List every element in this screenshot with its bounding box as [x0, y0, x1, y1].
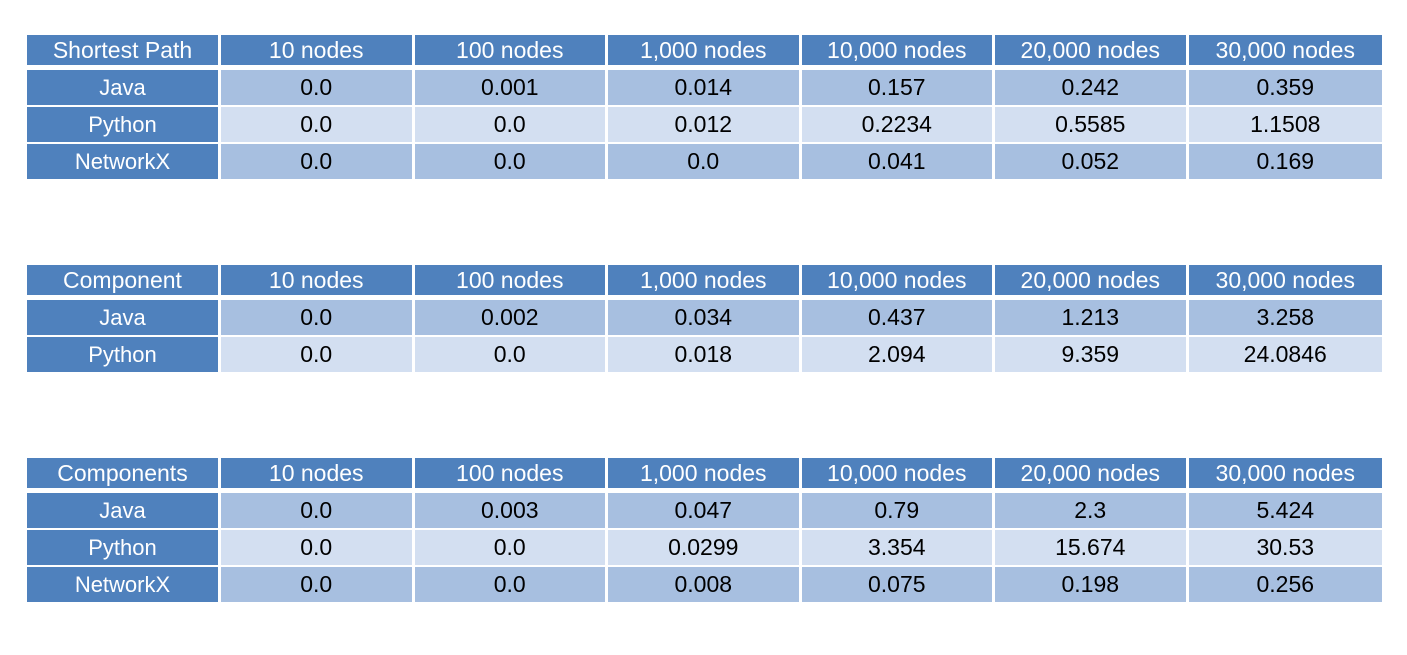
table-cell: 0.0 [221, 337, 415, 372]
table-row: Java 0.0 0.001 0.014 0.157 0.242 0.359 [27, 70, 1382, 107]
column-header: 30,000 nodes [1188, 458, 1382, 493]
table-cell: 0.018 [608, 337, 802, 372]
column-header: 30,000 nodes [1188, 265, 1382, 300]
table-cell: 1.213 [995, 300, 1189, 337]
table-cell: 0.0 [221, 70, 415, 107]
table-title: Components [27, 458, 221, 493]
component-table: Component 10 nodes 100 nodes 1,000 nodes… [27, 265, 1382, 372]
table-title: Shortest Path [27, 35, 221, 70]
table-cell: 0.2234 [801, 107, 995, 144]
table-row: Python 0.0 0.0 0.018 2.094 9.359 24.0846 [27, 337, 1382, 372]
table-cell: 0.437 [801, 300, 995, 337]
table-cell: 0.008 [608, 567, 802, 602]
table-cell: 0.5585 [995, 107, 1189, 144]
table-title: Component [27, 265, 221, 300]
table-header-row: Components 10 nodes 100 nodes 1,000 node… [27, 458, 1382, 493]
row-label: NetworkX [27, 567, 221, 602]
table-cell: 0.012 [608, 107, 802, 144]
table-cell: 0.0 [221, 567, 415, 602]
table-row: Python 0.0 0.0 0.012 0.2234 0.5585 1.150… [27, 107, 1382, 144]
column-header: 10 nodes [221, 265, 415, 300]
table-row: NetworkX 0.0 0.0 0.008 0.075 0.198 0.256 [27, 567, 1382, 602]
table-cell: 24.0846 [1188, 337, 1382, 372]
table-cell: 0.256 [1188, 567, 1382, 602]
row-label: Java [27, 300, 221, 337]
column-header: 10 nodes [221, 458, 415, 493]
table-cell: 2.094 [801, 337, 995, 372]
table-cell: 0.041 [801, 144, 995, 179]
table-cell: 0.0 [414, 530, 608, 567]
table-cell: 0.157 [801, 70, 995, 107]
table-cell: 0.0 [221, 300, 415, 337]
table-cell: 0.047 [608, 493, 802, 530]
table-cell: 1.1508 [1188, 107, 1382, 144]
table-cell: 9.359 [995, 337, 1189, 372]
column-header: 100 nodes [414, 35, 608, 70]
table-row: Python 0.0 0.0 0.0299 3.354 15.674 30.53 [27, 530, 1382, 567]
column-header: 10,000 nodes [801, 265, 995, 300]
table-cell: 5.424 [1188, 493, 1382, 530]
row-label: Java [27, 493, 221, 530]
column-header: 1,000 nodes [608, 265, 802, 300]
table-cell: 15.674 [995, 530, 1189, 567]
column-header: 30,000 nodes [1188, 35, 1382, 70]
table-cell: 3.258 [1188, 300, 1382, 337]
table-cell: 0.0299 [608, 530, 802, 567]
column-header: 100 nodes [414, 265, 608, 300]
table-cell: 0.0 [414, 567, 608, 602]
table-cell: 0.003 [414, 493, 608, 530]
table-cell: 0.79 [801, 493, 995, 530]
table-cell: 0.0 [221, 144, 415, 179]
column-header: 20,000 nodes [995, 265, 1189, 300]
table-header-row: Shortest Path 10 nodes 100 nodes 1,000 n… [27, 35, 1382, 70]
table-cell: 3.354 [801, 530, 995, 567]
table-cell: 0.002 [414, 300, 608, 337]
column-header: 10,000 nodes [801, 35, 995, 70]
table-cell: 0.034 [608, 300, 802, 337]
components-table: Components 10 nodes 100 nodes 1,000 node… [27, 458, 1382, 602]
row-label: Python [27, 530, 221, 567]
table-cell: 0.0 [414, 107, 608, 144]
table-cell: 0.014 [608, 70, 802, 107]
table-cell: 0.198 [995, 567, 1189, 602]
table-cell: 0.0 [414, 337, 608, 372]
row-label: NetworkX [27, 144, 221, 179]
table-cell: 0.359 [1188, 70, 1382, 107]
table-row: NetworkX 0.0 0.0 0.0 0.041 0.052 0.169 [27, 144, 1382, 179]
table-header-row: Component 10 nodes 100 nodes 1,000 nodes… [27, 265, 1382, 300]
table-cell: 0.0 [221, 493, 415, 530]
row-label: Python [27, 337, 221, 372]
table-cell: 0.169 [1188, 144, 1382, 179]
table-cell: 0.242 [995, 70, 1189, 107]
table-cell: 0.075 [801, 567, 995, 602]
column-header: 10,000 nodes [801, 458, 995, 493]
table-row: Java 0.0 0.002 0.034 0.437 1.213 3.258 [27, 300, 1382, 337]
table-cell: 0.0 [414, 144, 608, 179]
row-label: Java [27, 70, 221, 107]
column-header: 1,000 nodes [608, 35, 802, 70]
column-header: 10 nodes [221, 35, 415, 70]
table-cell: 30.53 [1188, 530, 1382, 567]
table-cell: 0.001 [414, 70, 608, 107]
column-header: 100 nodes [414, 458, 608, 493]
table-cell: 2.3 [995, 493, 1189, 530]
table-cell: 0.0 [221, 107, 415, 144]
table-cell: 0.052 [995, 144, 1189, 179]
table-cell: 0.0 [608, 144, 802, 179]
row-label: Python [27, 107, 221, 144]
column-header: 1,000 nodes [608, 458, 802, 493]
column-header: 20,000 nodes [995, 458, 1189, 493]
table-cell: 0.0 [221, 530, 415, 567]
shortest-path-table: Shortest Path 10 nodes 100 nodes 1,000 n… [27, 35, 1382, 179]
column-header: 20,000 nodes [995, 35, 1189, 70]
table-row: Java 0.0 0.003 0.047 0.79 2.3 5.424 [27, 493, 1382, 530]
